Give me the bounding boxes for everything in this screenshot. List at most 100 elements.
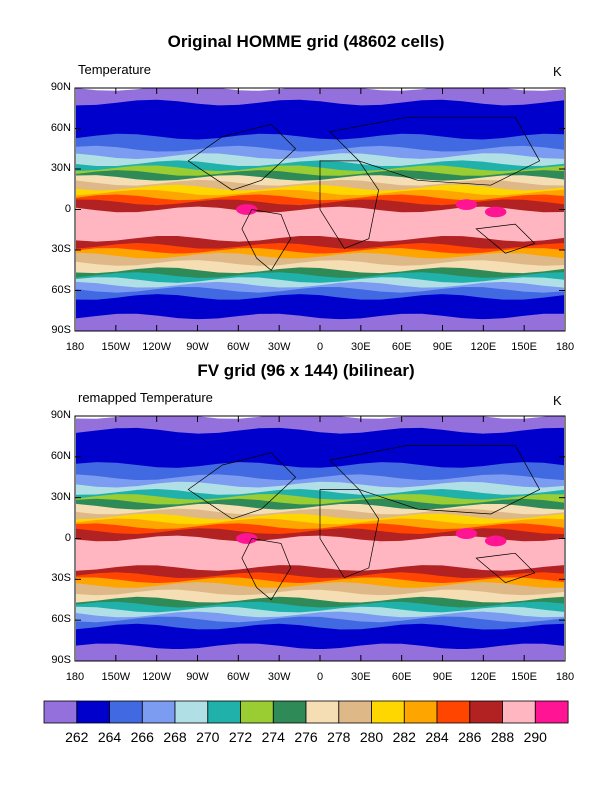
lon-tick-label: 150W — [101, 671, 131, 683]
lon-tick-label: 180 — [65, 341, 85, 353]
panel1-variable-label: Temperature — [78, 62, 151, 77]
lon-tick-label: 30W — [267, 341, 291, 353]
lat-tick-label: 0 — [64, 202, 71, 215]
lat-tick-label: 90S — [51, 654, 71, 666]
warm-pocket — [455, 528, 478, 539]
lon-tick-label: 120W — [142, 671, 172, 683]
colorbar-swatch — [109, 700, 143, 724]
colorbar-swatch — [43, 700, 78, 724]
temperature-band — [76, 99, 564, 140]
temperature-band — [76, 206, 564, 242]
temperature-band — [76, 243, 564, 254]
lon-tick-label: 0 — [316, 671, 324, 683]
panel2-variable-label: remapped Temperature — [78, 390, 213, 405]
colorbar-swatch — [272, 700, 307, 724]
colorbar-label: 272 — [228, 729, 253, 745]
coastline — [241, 209, 292, 271]
lat-tick-label: 90N — [50, 409, 71, 421]
lat-tick-label: 30S — [51, 243, 71, 255]
panel2-title: FV grid (96 x 144) (bilinear) — [197, 361, 415, 380]
colorbar-label: 286 — [458, 729, 482, 745]
coastline — [187, 124, 297, 191]
lon-tick-label: 120E — [470, 341, 497, 353]
colorbar-swatch — [534, 700, 569, 724]
lon-tick-label: 180 — [65, 671, 85, 683]
temperature-band — [76, 133, 564, 152]
colorbar-label: 266 — [130, 729, 154, 745]
coastline — [187, 452, 297, 520]
colorbar-label: 276 — [294, 729, 318, 745]
temperature-band — [76, 294, 564, 320]
colorbar-swatch — [305, 700, 340, 724]
colorbar-label: 282 — [392, 729, 416, 745]
lon-tick-label: 90W — [186, 341, 209, 353]
warm-pocket — [484, 206, 507, 218]
coastline — [475, 552, 536, 583]
colorbar-label: 288 — [490, 729, 515, 745]
lon-tick-label: 90E — [432, 341, 453, 353]
colorbar-swatch — [207, 700, 242, 724]
colorbar-label: 284 — [425, 729, 449, 745]
lat-tick-label: 30N — [50, 490, 71, 503]
lon-tick-label: 30W — [267, 671, 291, 683]
colorbar-swatch — [403, 700, 438, 724]
colorbar-label: 290 — [523, 729, 547, 745]
warm-pocket — [484, 535, 507, 547]
temperature-band — [76, 623, 564, 650]
lon-tick-label: 30E — [351, 341, 371, 353]
panel1-units-label: K — [553, 64, 562, 79]
lat-tick-label: 60S — [51, 283, 71, 296]
colorbar-label: 278 — [327, 729, 351, 745]
temperature-band — [76, 535, 564, 571]
coastline — [329, 116, 541, 186]
colorbar-swatch — [174, 700, 209, 724]
lon-tick-label: 150E — [511, 341, 537, 353]
colorbar-swatch — [76, 700, 111, 724]
coastline — [329, 445, 541, 515]
colorbar-label: 274 — [261, 729, 285, 745]
lon-tick-label: 90W — [186, 671, 209, 683]
lat-tick-label: 30N — [50, 162, 71, 174]
colorbar-swatch — [141, 700, 176, 724]
lat-tick-label: 0 — [64, 531, 71, 544]
lon-tick-label: 180 — [555, 341, 575, 353]
lat-tick-label: 30S — [51, 572, 71, 585]
coastline — [241, 538, 292, 601]
panel1-title: Original HOMME grid (48602 cells) — [167, 32, 445, 51]
lat-tick-label: 90N — [50, 81, 71, 93]
lat-tick-label: 90S — [51, 324, 71, 336]
colorbar-label: 264 — [97, 729, 122, 745]
lon-tick-label: 0 — [316, 341, 324, 353]
colorbar-label: 268 — [163, 729, 187, 745]
colorbar-swatch — [371, 700, 405, 724]
lon-tick-label: 120W — [142, 341, 172, 353]
map-panel-remapped — [76, 416, 564, 661]
coastline — [475, 223, 536, 254]
lon-tick-label: 60W — [227, 671, 250, 683]
lon-tick-label: 60E — [391, 671, 412, 683]
lon-tick-label: 90E — [432, 671, 453, 683]
warm-pocket — [236, 533, 258, 544]
colorbar-swatch — [469, 700, 503, 724]
lon-tick-label: 120E — [470, 671, 497, 683]
colorbar-swatch — [436, 700, 471, 724]
lon-tick-label: 30E — [351, 671, 371, 683]
colorbar-label: 262 — [65, 729, 89, 745]
colorbar-swatch — [502, 700, 536, 724]
lon-tick-label: 180 — [555, 671, 575, 683]
colorbar-swatch — [338, 700, 372, 724]
lat-tick-label: 60S — [51, 613, 71, 626]
warm-pocket — [455, 199, 478, 210]
lat-tick-label: 60N — [50, 121, 71, 134]
panel2-units-label: K — [553, 393, 562, 408]
warm-pocket — [236, 204, 258, 215]
map-panel-original — [76, 88, 564, 331]
colorbar-label: 270 — [196, 729, 220, 745]
lon-tick-label: 150W — [101, 341, 131, 353]
lon-tick-label: 60E — [391, 341, 412, 353]
lon-tick-label: 60W — [227, 341, 250, 353]
temperature-band — [76, 596, 564, 608]
temperature-band — [76, 565, 564, 579]
lon-tick-label: 150E — [511, 671, 537, 683]
